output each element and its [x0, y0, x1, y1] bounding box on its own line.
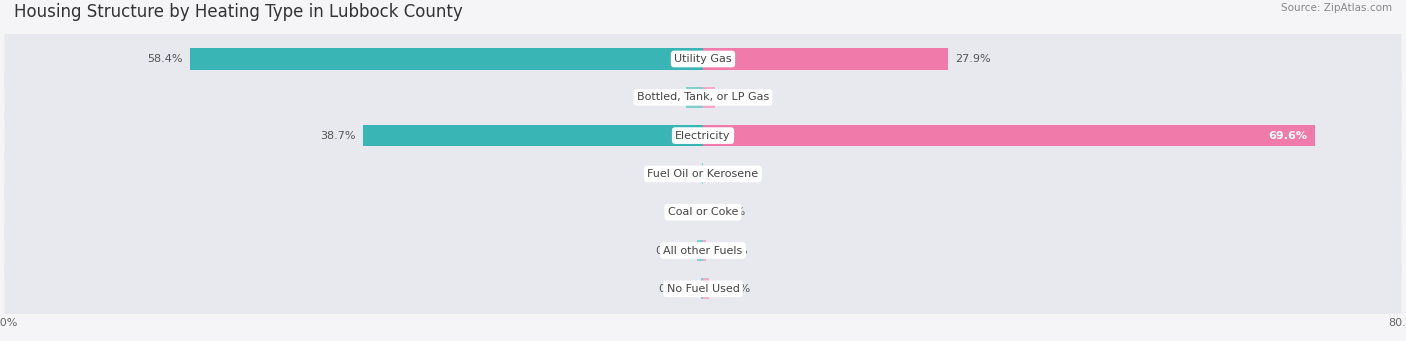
FancyBboxPatch shape — [4, 105, 1402, 166]
FancyBboxPatch shape — [4, 144, 1402, 204]
Bar — [703, 278, 709, 299]
Bar — [363, 125, 703, 146]
FancyBboxPatch shape — [4, 182, 1402, 243]
Bar — [697, 240, 703, 261]
Bar — [190, 48, 703, 70]
Text: 1.4%: 1.4% — [723, 92, 751, 102]
FancyBboxPatch shape — [4, 67, 1402, 128]
Bar — [703, 48, 948, 70]
Text: Source: ZipAtlas.com: Source: ZipAtlas.com — [1281, 3, 1392, 13]
FancyBboxPatch shape — [4, 29, 1402, 89]
Text: 0.03%: 0.03% — [710, 207, 745, 217]
Text: Fuel Oil or Kerosene: Fuel Oil or Kerosene — [647, 169, 759, 179]
Text: 0.12%: 0.12% — [659, 169, 695, 179]
Text: 0.0%: 0.0% — [668, 207, 696, 217]
Text: No Fuel Used: No Fuel Used — [666, 284, 740, 294]
Text: All other Fuels: All other Fuels — [664, 246, 742, 255]
Text: 0.66%: 0.66% — [655, 246, 690, 255]
Text: 0.29%: 0.29% — [713, 246, 748, 255]
Text: Bottled, Tank, or LP Gas: Bottled, Tank, or LP Gas — [637, 92, 769, 102]
Bar — [703, 125, 1315, 146]
FancyBboxPatch shape — [4, 220, 1402, 281]
Text: 1.9%: 1.9% — [651, 92, 679, 102]
Bar — [686, 87, 703, 108]
Text: Utility Gas: Utility Gas — [675, 54, 731, 64]
Bar — [702, 278, 703, 299]
Bar — [703, 87, 716, 108]
Text: 0.05%: 0.05% — [710, 169, 745, 179]
Text: 0.21%: 0.21% — [659, 284, 695, 294]
Text: 58.4%: 58.4% — [148, 54, 183, 64]
Text: 0.63%: 0.63% — [716, 284, 751, 294]
Text: Electricity: Electricity — [675, 131, 731, 140]
Bar — [703, 240, 706, 261]
Text: 69.6%: 69.6% — [1268, 131, 1308, 140]
Text: Housing Structure by Heating Type in Lubbock County: Housing Structure by Heating Type in Lub… — [14, 3, 463, 21]
Text: Coal or Coke: Coal or Coke — [668, 207, 738, 217]
Text: 27.9%: 27.9% — [955, 54, 991, 64]
Text: 38.7%: 38.7% — [321, 131, 356, 140]
FancyBboxPatch shape — [4, 258, 1402, 319]
